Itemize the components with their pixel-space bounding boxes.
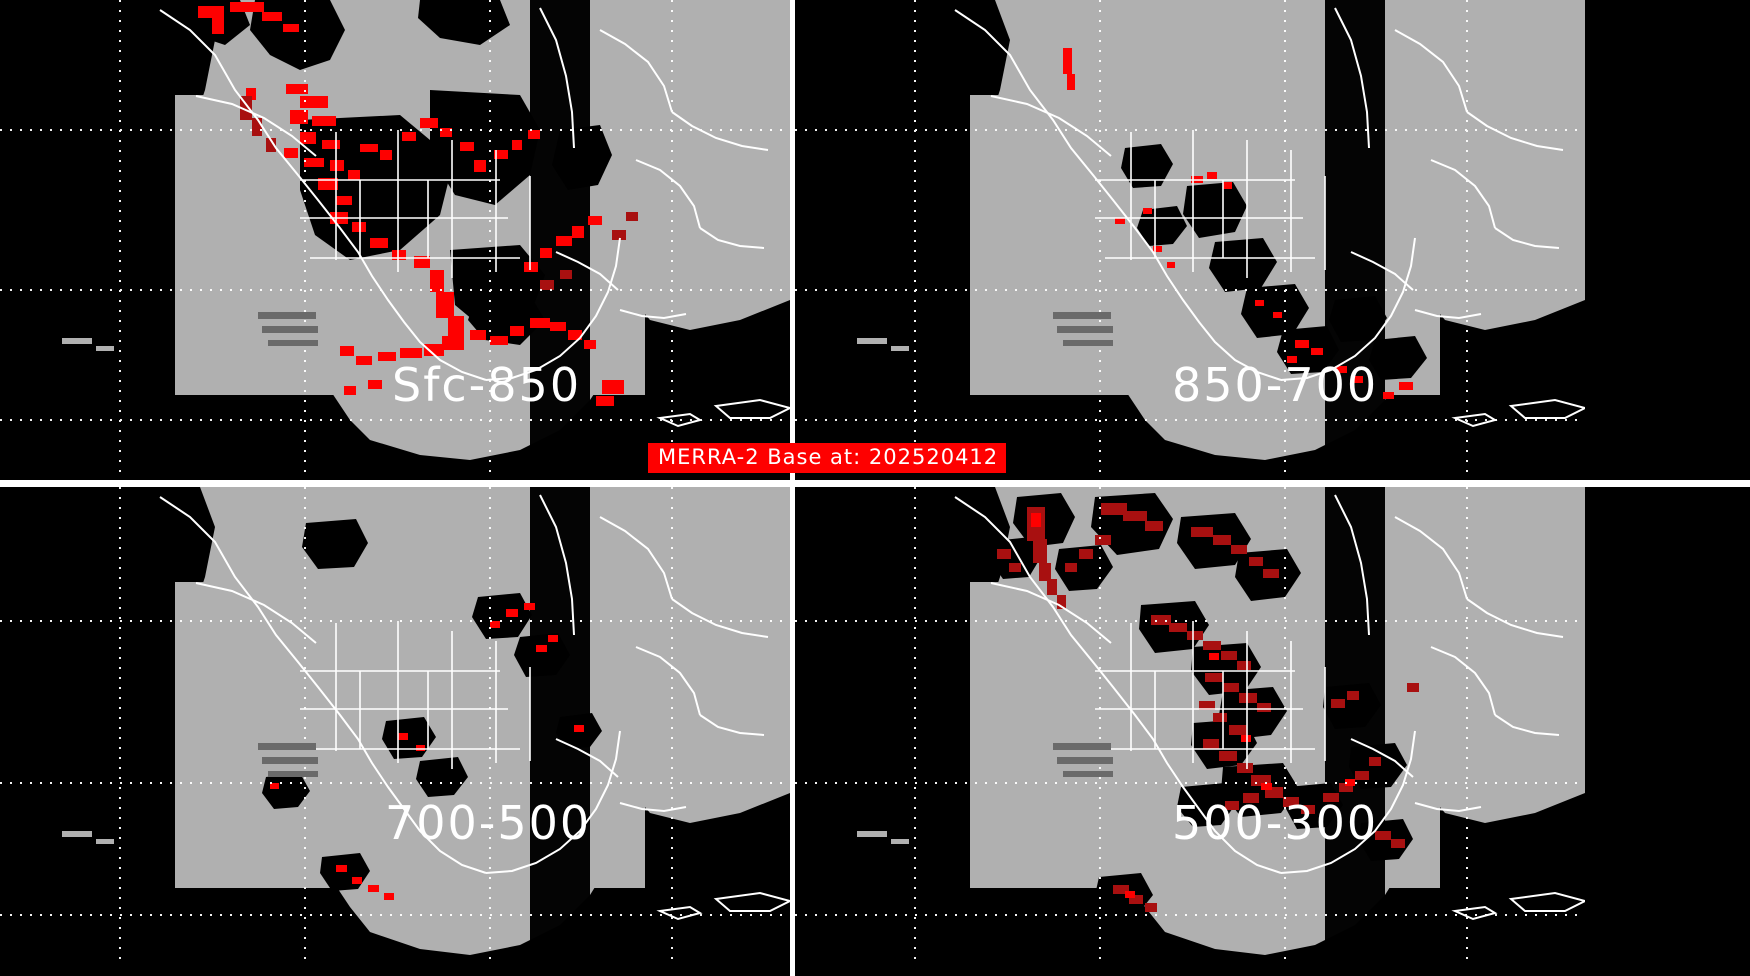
map-graphic-sfc-850	[0, 0, 790, 480]
panel-label-850-700: 850-700	[1172, 358, 1379, 412]
map-panel-850-700: 850-700	[795, 0, 1585, 480]
panel-divider-horizontal	[0, 480, 1750, 487]
map-panel-sfc-850: Sfc-850	[0, 0, 790, 480]
map-graphic-700-500	[0, 487, 790, 967]
base-time-banner: MERRA-2 Base at: 202520412	[648, 443, 1007, 474]
map-panel-500-300: 500-300	[795, 487, 1585, 967]
map-panel-700-500: 700-500	[0, 487, 790, 967]
panel-label-sfc-850: Sfc-850	[392, 358, 582, 412]
panel-divider-vertical	[790, 0, 795, 976]
map-graphic-500-300	[795, 487, 1585, 967]
map-graphic-850-700	[795, 0, 1585, 480]
panel-label-700-500: 700-500	[385, 796, 592, 850]
panel-label-500-300: 500-300	[1172, 796, 1379, 850]
